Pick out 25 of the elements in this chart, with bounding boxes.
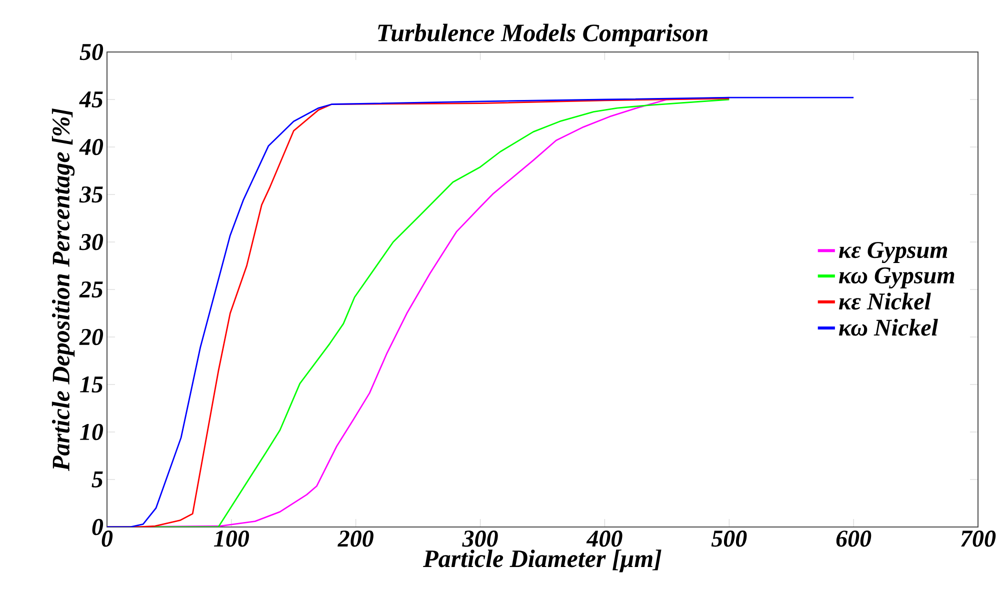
y-tick-label: 25 bbox=[79, 281, 103, 298]
y-tick-label: 10 bbox=[80, 424, 104, 440]
x-tick-label: 300 bbox=[462, 530, 498, 547]
legend-label: κε Gypsum bbox=[838, 242, 948, 264]
y-tick-label: 30 bbox=[79, 234, 104, 250]
x-tick-label: 500 bbox=[711, 530, 747, 547]
y-tick-label: 0 bbox=[92, 518, 104, 536]
legend-label: κω Nickel bbox=[838, 318, 938, 336]
x-tick-label: 100 bbox=[214, 530, 250, 547]
x-axis-title: Particle Diameter [μm] bbox=[423, 550, 662, 572]
y-tick-label: 50 bbox=[80, 44, 104, 60]
legend-label: κε Nickel bbox=[838, 292, 931, 310]
x-tick-label: 400 bbox=[586, 530, 622, 547]
chart-title: Turbulence Models Comparison bbox=[378, 24, 708, 46]
y-tick-label: 15 bbox=[80, 376, 103, 393]
y-tick-label: 40 bbox=[79, 138, 104, 156]
x-tick-label: 700 bbox=[961, 530, 996, 547]
y-axis-title: Particle Deposition Percentage [%] bbox=[52, 108, 75, 472]
legend-label: κω Gypsum bbox=[838, 267, 954, 288]
x-tick-label: 200 bbox=[338, 530, 374, 547]
y-tick-label: 45 bbox=[79, 91, 103, 108]
x-tick-label: 600 bbox=[836, 530, 872, 547]
y-tick-label: 5 bbox=[92, 472, 103, 488]
y-tick-label: 20 bbox=[79, 328, 104, 346]
y-tick-label: 35 bbox=[79, 186, 103, 203]
